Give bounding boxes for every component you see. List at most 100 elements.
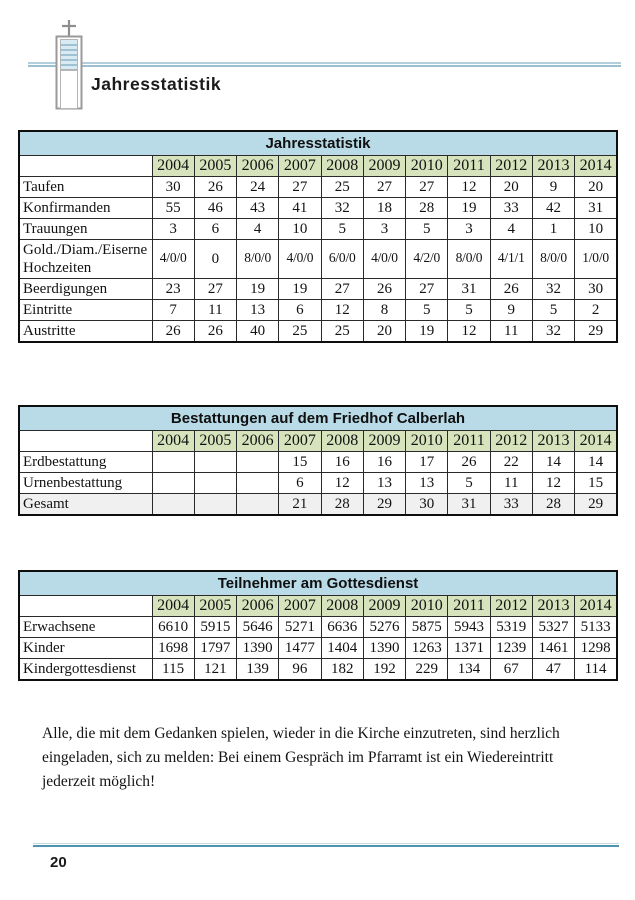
value-cell: 24: [236, 175, 280, 198]
value-cell: 6/0/0: [320, 238, 364, 279]
value-cell: [193, 471, 238, 494]
row-label: Gold./Diam./Eiserne Hochzeiten: [18, 238, 153, 279]
value-cell: 16: [320, 450, 364, 473]
value-cell: 19: [278, 277, 322, 300]
year-header: 2011: [447, 154, 491, 177]
value-cell: 31: [447, 492, 491, 515]
value-cell: 6636: [320, 615, 364, 638]
table-row: Kinder 1698 1797 1390 1477 1404 1390 1263 1371 12…: [18, 636, 618, 659]
value-cell: 25: [320, 175, 364, 198]
value-cell: 31: [574, 196, 618, 219]
value-cell: 1/0/0: [574, 238, 618, 279]
row-label: Kinder: [18, 636, 153, 659]
value-cell: 13: [362, 471, 407, 494]
value-cell: 11: [489, 471, 533, 494]
value-cell: 27: [320, 277, 364, 300]
value-cell: 1239: [489, 636, 533, 659]
row-label: Konfirmanden: [18, 196, 153, 219]
value-cell: 20: [489, 175, 533, 198]
page-title: Jahresstatistik: [91, 74, 222, 94]
table-row: Beerdigungen 23 27 19 19 27 26 27 31 26 32 30: [18, 277, 618, 300]
table-row: Eintritte 7 11 13 6 12 8 5 5 9 5 2: [18, 298, 618, 321]
value-cell: 6: [193, 217, 238, 240]
value-cell: 16: [362, 450, 407, 473]
value-cell: 4/0/0: [362, 238, 407, 279]
year-header: 2009: [362, 594, 407, 617]
value-cell: 28: [405, 196, 449, 219]
value-cell: 27: [405, 277, 449, 300]
value-cell: 8: [362, 298, 407, 321]
row-label: Urnenbestattung: [18, 471, 153, 494]
value-cell: 5: [531, 298, 576, 321]
value-cell: 9: [531, 175, 576, 198]
year-header: 2009: [362, 154, 407, 177]
year-header: 2013: [531, 154, 576, 177]
value-cell: 5875: [405, 615, 449, 638]
value-cell: 30: [574, 277, 618, 300]
value-cell: 67: [489, 657, 533, 680]
year-header: 2010: [405, 154, 449, 177]
value-cell: 3: [447, 217, 491, 240]
value-cell: 0: [193, 238, 238, 279]
value-cell: 29: [574, 492, 618, 515]
year-header: 2014: [574, 429, 618, 452]
table-row: Konfirmanden 55 46 43 41 32 18 28 19 33 42 31: [18, 196, 618, 219]
year-header: 2014: [574, 154, 618, 177]
value-cell: [151, 492, 195, 515]
statistics-table: Jahresstatistik 2004 2005 2006 2007 2008 2009 2…: [18, 130, 618, 343]
value-cell: 30: [151, 175, 195, 198]
row-label: Beerdigungen: [18, 277, 153, 300]
value-cell: 46: [193, 196, 238, 219]
value-cell: 2: [574, 298, 618, 321]
value-cell: 31: [447, 277, 491, 300]
row-label: Taufen: [18, 175, 153, 198]
table-gottesdienst: Teilnehmer am Gottesdienst 2004 2005 2006 20…: [18, 570, 618, 681]
value-cell: 8/0/0: [236, 238, 280, 279]
year-header: 2008: [320, 154, 364, 177]
value-cell: 19: [405, 319, 449, 342]
year-header: 2013: [531, 594, 576, 617]
table-bestattungen: Bestattungen auf dem Friedhof Calberlah 2…: [18, 405, 618, 516]
year-header: 2012: [489, 594, 533, 617]
value-cell: 5133: [574, 615, 618, 638]
reentry-note: Alle, die mit dem Gedanken spielen, wied…: [42, 725, 560, 791]
value-cell: 13: [405, 471, 449, 494]
value-cell: [151, 450, 195, 473]
header-divider: [28, 62, 621, 67]
value-cell: 33: [489, 492, 533, 515]
value-cell: 5: [405, 298, 449, 321]
value-cell: 26: [193, 319, 238, 342]
value-cell: 1461: [531, 636, 576, 659]
year-header: 2005: [193, 429, 238, 452]
value-cell: 1298: [574, 636, 618, 659]
value-cell: 32: [531, 319, 576, 342]
value-cell: 7: [151, 298, 195, 321]
year-header: 2005: [193, 594, 238, 617]
value-cell: 25: [278, 319, 322, 342]
value-cell: 27: [362, 175, 407, 198]
value-cell: 182: [320, 657, 364, 680]
value-cell: 3: [362, 217, 407, 240]
value-cell: 192: [362, 657, 407, 680]
value-cell: 229: [405, 657, 449, 680]
value-cell: [236, 471, 280, 494]
value-cell: 4/1/1: [489, 238, 533, 279]
table-title: Teilnehmer am Gottesdienst: [18, 570, 618, 596]
value-cell: 40: [236, 319, 280, 342]
value-cell: 5: [447, 471, 491, 494]
value-cell: 4: [236, 217, 280, 240]
value-cell: 55: [151, 196, 195, 219]
value-cell: 20: [574, 175, 618, 198]
value-cell: 134: [447, 657, 491, 680]
year-header: 2005: [193, 154, 238, 177]
value-cell: 12: [447, 319, 491, 342]
value-cell: 4/2/0: [405, 238, 449, 279]
value-cell: [151, 471, 195, 494]
value-cell: 28: [320, 492, 364, 515]
value-cell: 27: [278, 175, 322, 198]
year-header: 2006: [236, 594, 280, 617]
value-cell: 25: [320, 319, 364, 342]
year-header: 2011: [447, 429, 491, 452]
value-cell: 18: [362, 196, 407, 219]
